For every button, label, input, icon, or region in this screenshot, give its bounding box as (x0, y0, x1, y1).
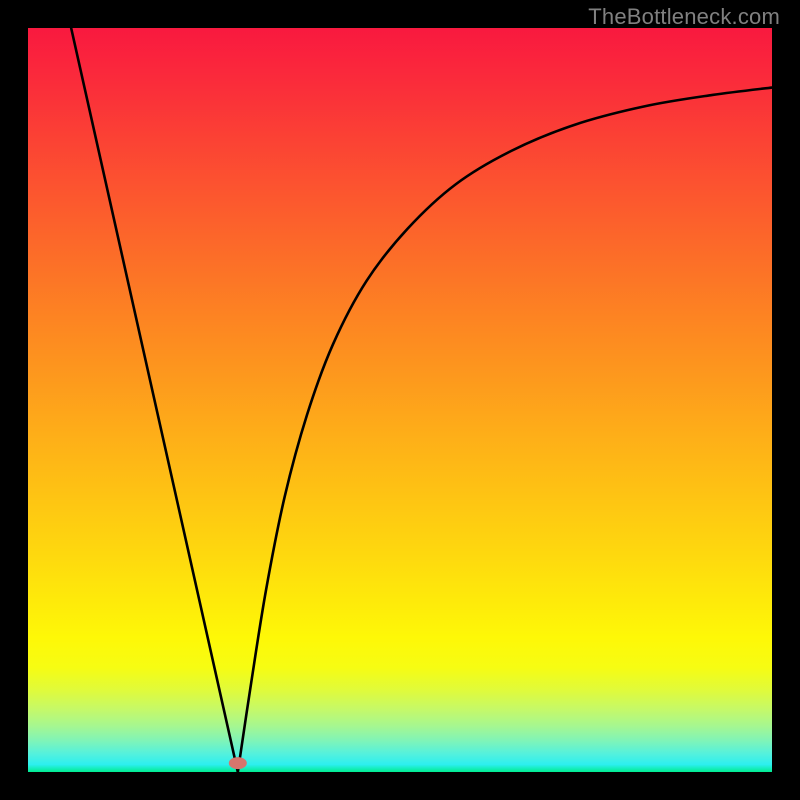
plot-area (28, 28, 772, 772)
chart-svg (28, 28, 772, 772)
watermark-text: TheBottleneck.com (588, 4, 780, 30)
chart-background (28, 28, 772, 772)
minimum-marker (229, 757, 247, 769)
outer-frame: TheBottleneck.com (0, 0, 800, 800)
